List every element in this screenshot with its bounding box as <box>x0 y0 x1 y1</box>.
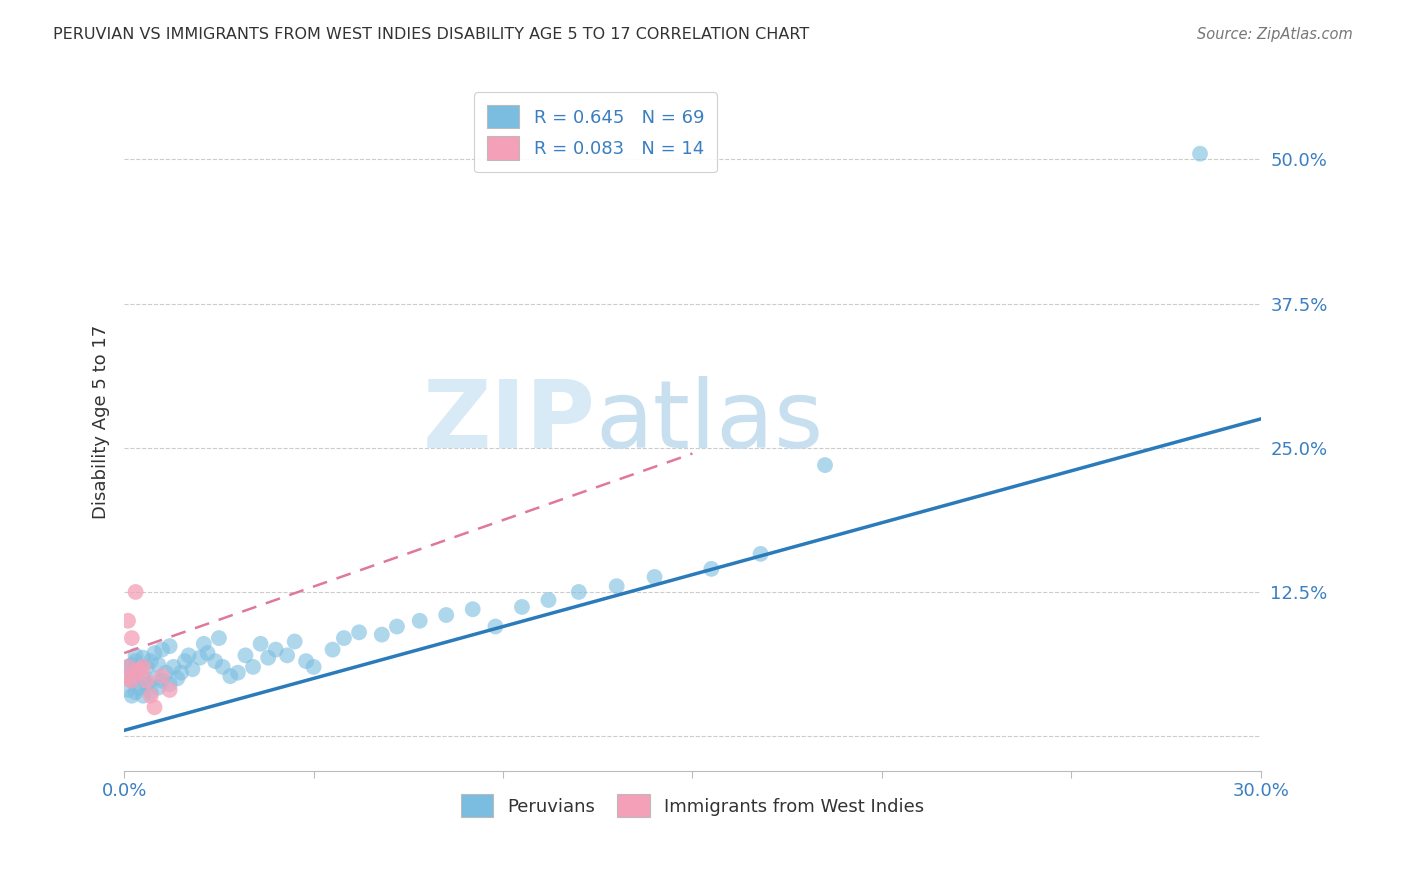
Point <box>235 648 257 663</box>
Point <box>132 660 155 674</box>
Point <box>177 648 200 663</box>
Point <box>606 579 628 593</box>
Point <box>117 660 139 674</box>
Point <box>408 614 430 628</box>
Point <box>219 669 242 683</box>
Point <box>264 642 287 657</box>
Point <box>510 599 533 614</box>
Text: atlas: atlas <box>596 376 824 467</box>
Point <box>136 673 159 688</box>
Point <box>568 585 591 599</box>
Point <box>132 672 155 686</box>
Point <box>124 654 146 668</box>
Point <box>124 585 146 599</box>
Point <box>322 642 344 657</box>
Point <box>276 648 298 663</box>
Point <box>143 646 166 660</box>
Point <box>166 672 188 686</box>
Point <box>1189 146 1212 161</box>
Point <box>537 593 560 607</box>
Point <box>257 650 280 665</box>
Point <box>139 685 162 699</box>
Point <box>117 683 139 698</box>
Point <box>484 619 506 633</box>
Point <box>124 685 146 699</box>
Point <box>155 665 177 680</box>
Point <box>188 650 211 665</box>
Point <box>162 660 184 674</box>
Point <box>117 660 139 674</box>
Point <box>434 607 457 622</box>
Point <box>121 689 143 703</box>
Point <box>181 662 204 676</box>
Point <box>115 672 138 686</box>
Point <box>193 637 215 651</box>
Point <box>249 637 271 651</box>
Text: ZIP: ZIP <box>423 376 596 467</box>
Point <box>159 677 181 691</box>
Point <box>371 627 394 641</box>
Point <box>128 681 150 695</box>
Point <box>347 625 370 640</box>
Point <box>139 654 162 668</box>
Point <box>150 669 173 683</box>
Point <box>302 660 325 674</box>
Point <box>117 614 139 628</box>
Point <box>159 639 181 653</box>
Point <box>148 657 170 672</box>
Point <box>136 660 159 674</box>
Point <box>208 631 231 645</box>
Text: PERUVIAN VS IMMIGRANTS FROM WEST INDIES DISABILITY AGE 5 TO 17 CORRELATION CHART: PERUVIAN VS IMMIGRANTS FROM WEST INDIES … <box>53 27 810 42</box>
Point <box>148 681 170 695</box>
Point <box>461 602 484 616</box>
Point <box>121 631 143 645</box>
Point <box>295 654 318 668</box>
Point <box>128 662 150 676</box>
Point <box>150 673 173 688</box>
Point <box>242 660 264 674</box>
Point <box>749 547 772 561</box>
Point <box>124 665 146 680</box>
Point <box>211 660 233 674</box>
Y-axis label: Disability Age 5 to 17: Disability Age 5 to 17 <box>93 325 110 519</box>
Point <box>124 665 146 680</box>
Point <box>333 631 356 645</box>
Point <box>143 700 166 714</box>
Point <box>700 562 723 576</box>
Point <box>385 619 408 633</box>
Point <box>150 642 173 657</box>
Point <box>121 673 143 688</box>
Point <box>139 689 162 703</box>
Point <box>121 657 143 672</box>
Point <box>197 646 219 660</box>
Point <box>159 683 181 698</box>
Text: Source: ZipAtlas.com: Source: ZipAtlas.com <box>1197 27 1353 42</box>
Point <box>644 570 666 584</box>
Point <box>814 458 837 472</box>
Point <box>170 665 193 680</box>
Point <box>173 654 195 668</box>
Point <box>132 650 155 665</box>
Point <box>226 665 249 680</box>
Point <box>124 648 146 663</box>
Point <box>132 689 155 703</box>
Point <box>284 634 307 648</box>
Point <box>143 672 166 686</box>
Point <box>121 673 143 688</box>
Point <box>128 662 150 676</box>
Point <box>136 677 159 691</box>
Legend: Peruvians, Immigrants from West Indies: Peruvians, Immigrants from West Indies <box>453 787 931 824</box>
Point <box>117 669 139 683</box>
Point <box>204 654 226 668</box>
